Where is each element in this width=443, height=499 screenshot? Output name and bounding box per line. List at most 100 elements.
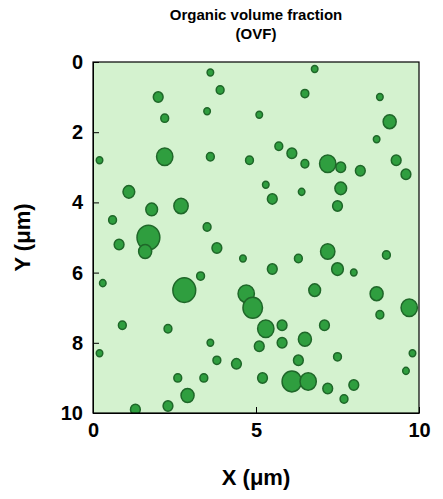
tick-label: 8: [72, 332, 83, 354]
blob: [333, 201, 343, 212]
blob: [243, 297, 263, 318]
blob: [181, 388, 194, 402]
blob: [301, 160, 309, 168]
blob: [320, 320, 330, 331]
blob: [212, 243, 222, 254]
tick-label: 0: [72, 51, 83, 73]
blob: [267, 264, 277, 275]
blob: [340, 395, 348, 403]
blob: [161, 114, 169, 122]
tick: 4: [72, 191, 99, 213]
blob: [200, 374, 208, 382]
tick-label: 4: [72, 191, 84, 213]
blob: [232, 359, 242, 370]
blob: [332, 263, 344, 276]
blob: [258, 373, 268, 384]
blob: [240, 255, 247, 262]
tick-mark: [93, 202, 99, 203]
y-axis: 0 2 4 6 8 10: [61, 51, 99, 424]
tick-label: 0: [88, 419, 99, 441]
blob: [174, 198, 188, 213]
blob: [164, 325, 172, 333]
subtitle: (OVF): [236, 25, 277, 42]
blob: [373, 136, 380, 143]
tick-label: 5: [251, 419, 262, 441]
axis-line: [93, 63, 94, 414]
blob: [204, 108, 211, 115]
blob: [298, 188, 305, 195]
blob: [96, 157, 103, 164]
blob: [277, 338, 287, 349]
tick-label: 10: [61, 402, 83, 424]
blob: [320, 155, 336, 173]
blob: [207, 69, 214, 76]
blob: [335, 182, 347, 195]
tick-mark: [93, 62, 99, 63]
tick-mark: [93, 413, 99, 414]
blob: [293, 355, 303, 366]
tick-mark: [93, 132, 99, 133]
blob: [401, 169, 411, 180]
blob: [355, 166, 365, 177]
blob: [109, 216, 117, 224]
blob: [130, 404, 140, 413]
blob: [401, 299, 417, 317]
blob: [207, 339, 214, 346]
blob: [349, 380, 359, 391]
blob: [100, 280, 107, 287]
blob: [294, 254, 302, 262]
blob: [321, 244, 335, 259]
x-axis-title: X (μm): [222, 465, 290, 490]
blob: [123, 186, 135, 199]
blob: [146, 203, 158, 216]
title: Organic volume fraction: [170, 6, 343, 23]
blob: [376, 311, 384, 319]
blob: [263, 181, 270, 188]
tick: 6: [72, 262, 99, 284]
chart: Organic volume fraction(OVF)05100246810X…: [0, 0, 443, 499]
blob: [246, 156, 254, 164]
blob: [275, 142, 283, 150]
blob: [254, 341, 264, 352]
blob: [301, 89, 309, 97]
blob: [206, 153, 214, 161]
blob: [300, 373, 316, 391]
tick: 10: [61, 402, 99, 424]
blob: [336, 162, 346, 173]
y-axis-title: Y (μm): [10, 203, 35, 271]
blob: [370, 287, 383, 301]
blob: [311, 66, 318, 73]
blob: [377, 94, 384, 101]
blob: [96, 350, 103, 357]
tick: 2: [72, 121, 99, 143]
blob: [282, 371, 302, 392]
tick: 5: [251, 407, 262, 441]
tick: 10: [408, 407, 430, 441]
tick: 0: [72, 51, 99, 73]
blob: [174, 374, 182, 382]
tick-label: 2: [72, 121, 83, 143]
plot-background: [93, 62, 419, 413]
blob: [216, 86, 224, 94]
blob: [203, 223, 211, 231]
blob: [334, 353, 342, 361]
blob: [173, 278, 196, 303]
blob: [382, 251, 390, 259]
blob: [114, 239, 124, 250]
tick-label: 10: [408, 419, 430, 441]
blob: [298, 332, 311, 346]
blob: [213, 356, 221, 364]
plot-frame: [93, 62, 419, 413]
marks: [96, 66, 417, 413]
blob: [277, 320, 287, 331]
tick: 8: [72, 332, 99, 354]
x-axis: 0 5 10: [88, 407, 431, 441]
blob: [351, 269, 358, 276]
tick-mark: [93, 273, 99, 274]
blob: [287, 148, 297, 159]
blob: [258, 320, 274, 338]
tick-label: 6: [72, 262, 83, 284]
blob: [139, 245, 152, 259]
blob: [403, 367, 410, 374]
blob: [256, 111, 263, 118]
